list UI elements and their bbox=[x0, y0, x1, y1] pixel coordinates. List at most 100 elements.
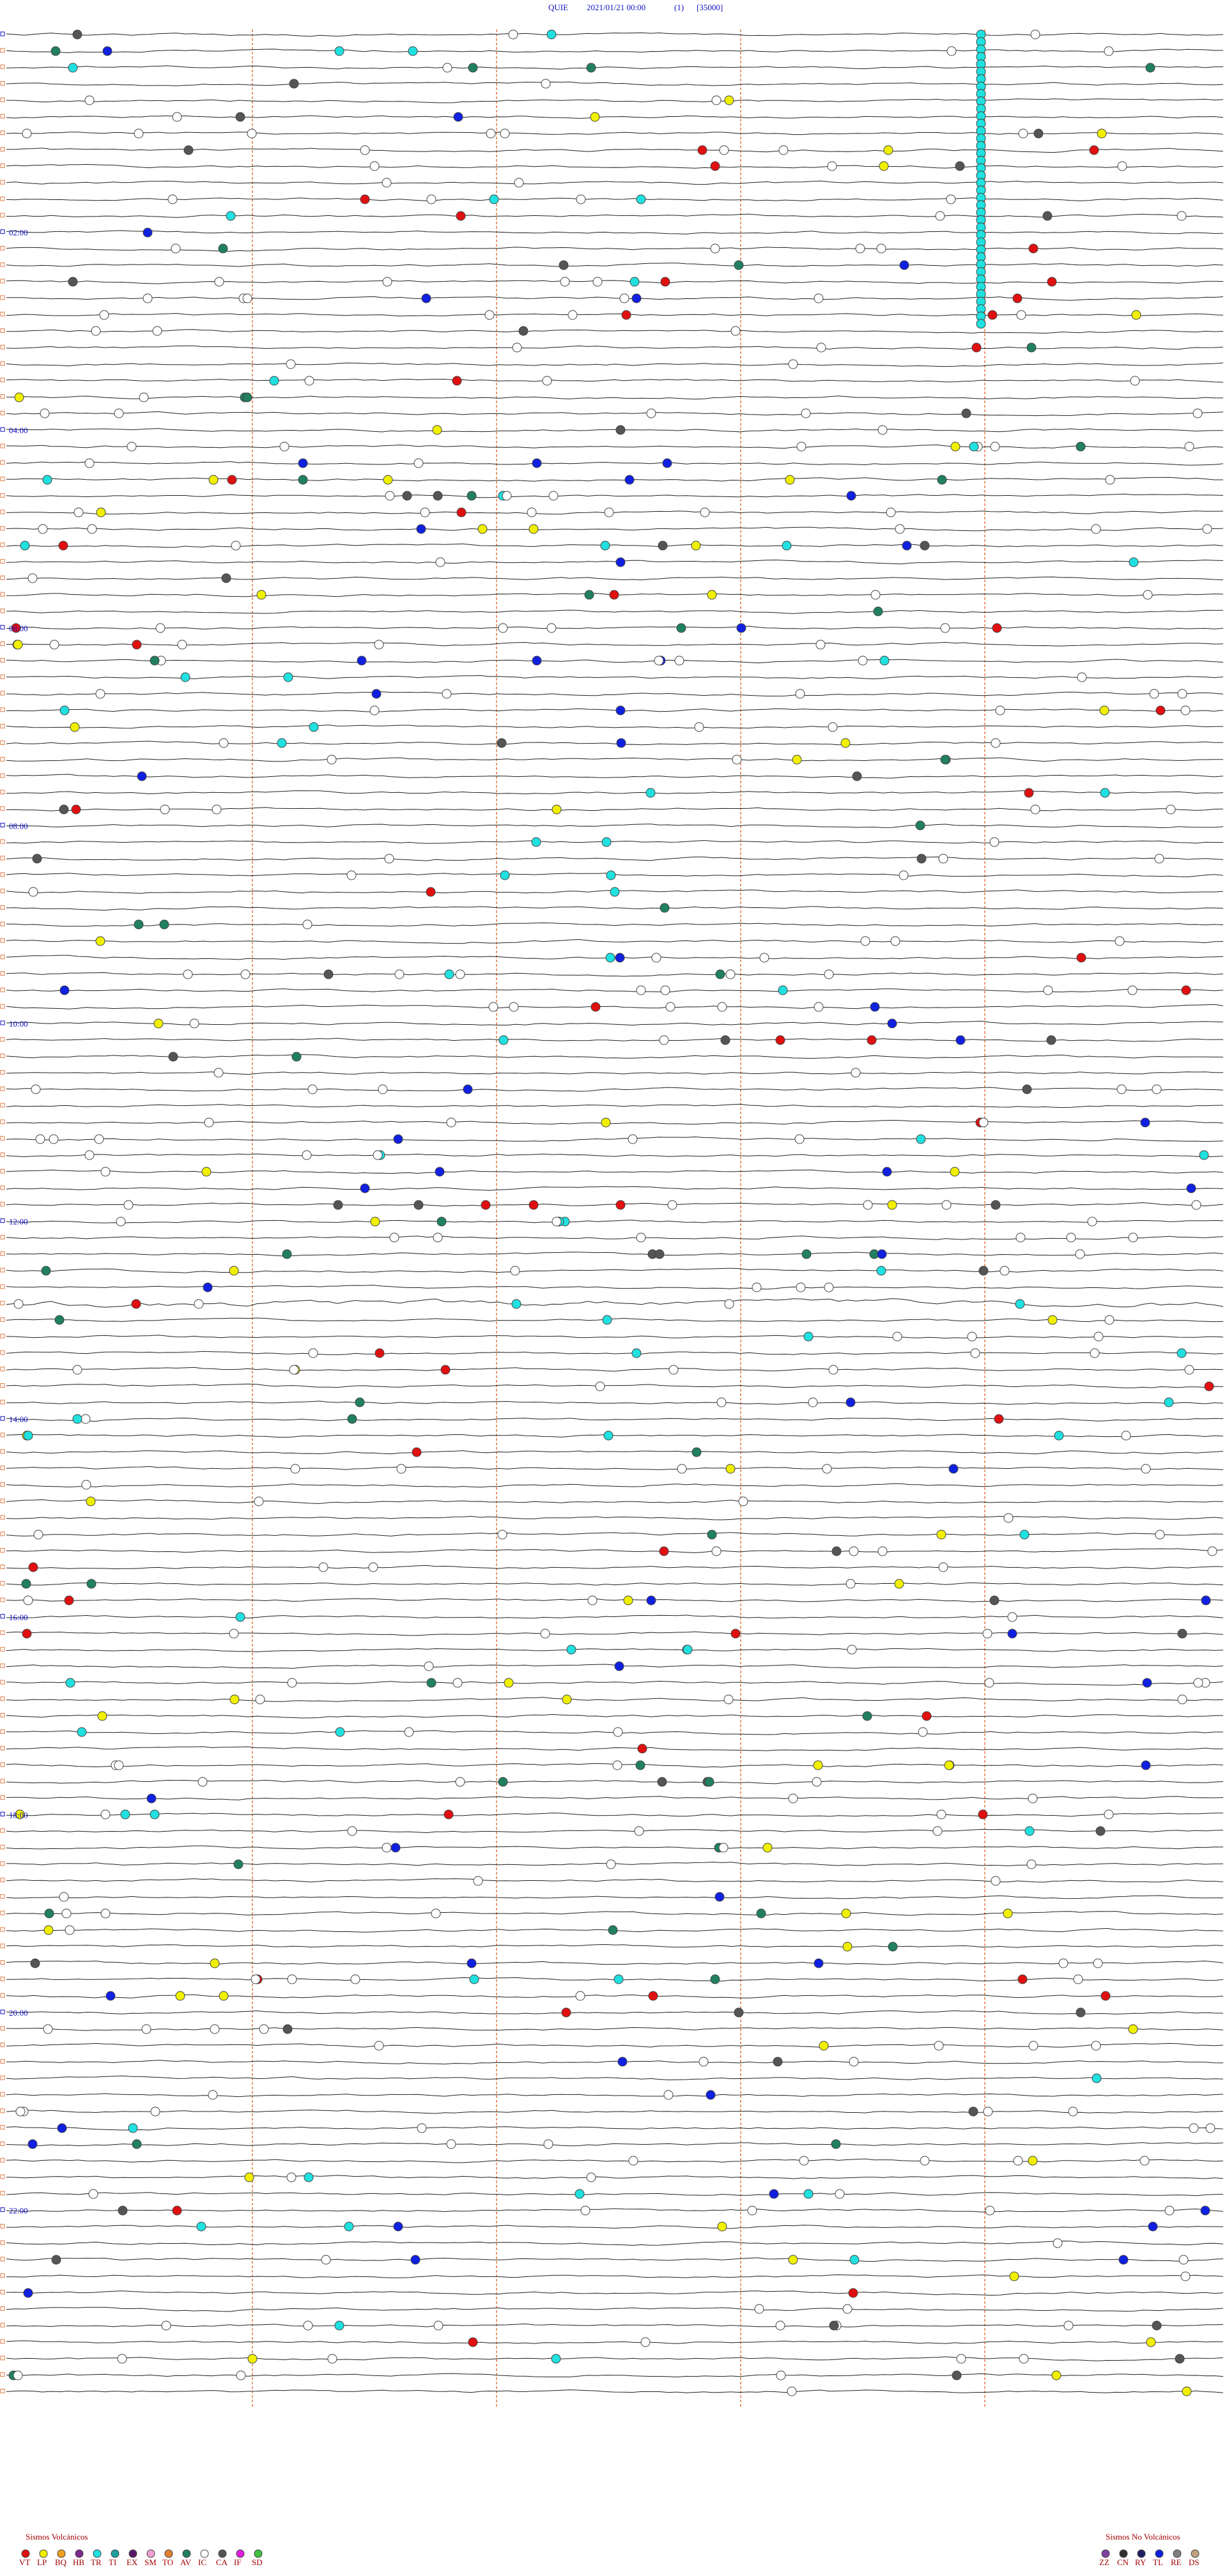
event bbox=[1013, 2156, 1023, 2166]
legend-swatch bbox=[39, 2549, 48, 2558]
trace bbox=[6, 1582, 1224, 1586]
trace bbox=[6, 280, 1224, 284]
event bbox=[240, 969, 251, 979]
event bbox=[827, 161, 837, 171]
event bbox=[208, 2090, 218, 2100]
event bbox=[1129, 557, 1139, 567]
event bbox=[497, 1529, 507, 1540]
event bbox=[463, 1084, 473, 1094]
event bbox=[920, 540, 930, 551]
event bbox=[498, 1035, 509, 1045]
event bbox=[788, 359, 798, 369]
event bbox=[81, 1414, 91, 1424]
line-marker bbox=[0, 954, 5, 960]
event bbox=[1128, 2024, 1138, 2034]
event bbox=[590, 112, 600, 122]
event bbox=[662, 458, 672, 468]
line-marker bbox=[0, 839, 5, 844]
legend-code: SD bbox=[252, 2557, 263, 2567]
hour-label: 08:00 bbox=[9, 821, 28, 831]
trace bbox=[6, 1020, 1224, 1026]
event bbox=[251, 1974, 261, 1984]
event bbox=[416, 524, 426, 534]
event bbox=[1181, 985, 1191, 995]
event bbox=[940, 755, 950, 765]
line-marker bbox=[0, 1844, 5, 1850]
event bbox=[601, 1117, 611, 1128]
event bbox=[95, 689, 105, 699]
trace bbox=[6, 2274, 1224, 2278]
line-marker bbox=[0, 1333, 5, 1338]
event bbox=[412, 1447, 422, 1457]
event bbox=[143, 293, 153, 303]
line-marker bbox=[0, 2306, 5, 2311]
event bbox=[33, 1529, 43, 1540]
event bbox=[860, 936, 870, 946]
event bbox=[969, 441, 979, 452]
trace bbox=[6, 395, 1223, 400]
line-marker bbox=[0, 1630, 5, 1636]
event bbox=[1030, 29, 1040, 40]
event bbox=[734, 2007, 744, 2018]
event bbox=[899, 260, 909, 270]
event bbox=[813, 1760, 823, 1770]
event bbox=[171, 243, 181, 254]
event bbox=[631, 1348, 642, 1358]
hour-label: 14:00 bbox=[9, 1414, 28, 1424]
event bbox=[420, 507, 430, 518]
line-marker bbox=[0, 2223, 5, 2228]
trace bbox=[6, 724, 1224, 729]
line-marker bbox=[0, 196, 5, 201]
event bbox=[978, 1266, 989, 1276]
trace bbox=[6, 1087, 1224, 1092]
event bbox=[668, 1365, 679, 1375]
line-marker bbox=[0, 674, 5, 679]
event bbox=[500, 870, 510, 880]
event bbox=[259, 2024, 269, 2034]
event bbox=[552, 1216, 562, 1227]
event bbox=[467, 491, 477, 501]
event bbox=[862, 1711, 872, 1721]
hour-label: 10:00 bbox=[9, 1019, 28, 1029]
trace bbox=[6, 2027, 1224, 2031]
trace bbox=[6, 1202, 1224, 1207]
event bbox=[948, 1464, 959, 1474]
event bbox=[916, 854, 927, 864]
hour-label: 18:00 bbox=[9, 1810, 28, 1820]
trace bbox=[6, 329, 1224, 334]
event bbox=[1033, 128, 1044, 139]
event bbox=[1012, 293, 1022, 303]
event bbox=[922, 1711, 932, 1721]
event bbox=[23, 1430, 33, 1441]
event bbox=[1152, 2320, 1162, 2331]
event bbox=[318, 1562, 328, 1572]
event bbox=[566, 1644, 576, 1655]
legend-code: IF bbox=[234, 2557, 242, 2567]
event bbox=[159, 919, 169, 930]
event bbox=[1166, 804, 1176, 815]
line-marker bbox=[0, 740, 5, 745]
event bbox=[242, 392, 252, 402]
event bbox=[221, 573, 231, 583]
event bbox=[719, 145, 729, 155]
event bbox=[971, 342, 982, 353]
line-marker bbox=[0, 2339, 5, 2344]
event bbox=[502, 491, 512, 501]
event bbox=[822, 1464, 832, 1474]
event bbox=[1009, 2271, 1019, 2281]
event bbox=[710, 1974, 720, 1984]
event bbox=[968, 2106, 978, 2117]
event bbox=[1076, 2007, 1086, 2018]
event bbox=[617, 2057, 628, 2067]
line-marker bbox=[0, 625, 5, 630]
event bbox=[559, 260, 569, 270]
trace bbox=[6, 988, 1224, 993]
line-marker bbox=[0, 1976, 5, 1981]
event bbox=[100, 1167, 111, 1177]
event bbox=[244, 2172, 254, 2182]
trace bbox=[6, 1220, 1224, 1223]
event bbox=[208, 475, 219, 485]
event bbox=[1028, 2041, 1038, 2051]
event bbox=[279, 441, 289, 452]
event bbox=[256, 590, 266, 600]
